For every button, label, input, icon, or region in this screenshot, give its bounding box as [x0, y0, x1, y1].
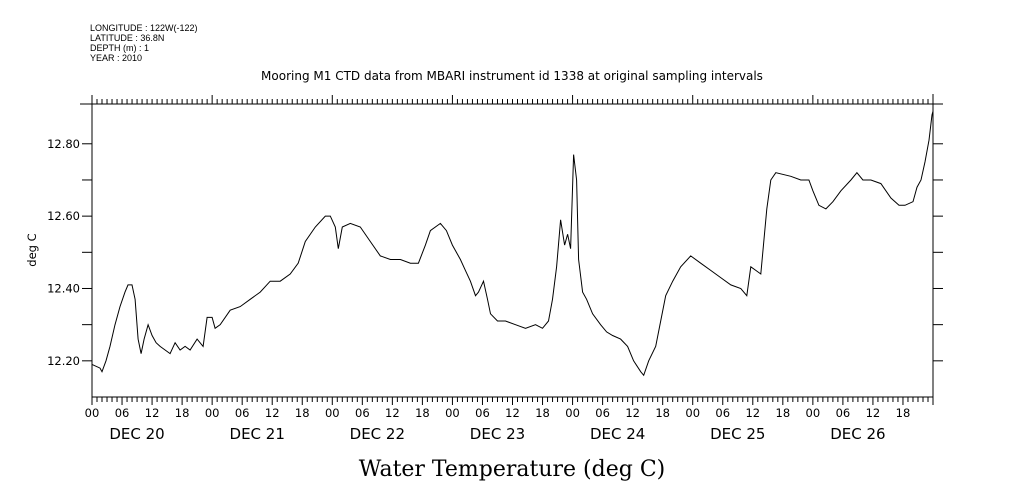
x-tick-label: 00 [806, 406, 821, 420]
x-tick-label: 18 [655, 406, 670, 420]
y-tick-label: 12.80 [47, 137, 80, 151]
x-tick-label: 00 [565, 406, 580, 420]
y-tick-label: 12.20 [47, 354, 80, 368]
day-label: DEC 26 [830, 425, 885, 443]
x-tick-label: 00 [325, 406, 340, 420]
x-tick-label: 06 [115, 406, 130, 420]
x-tick-label: 18 [776, 406, 791, 420]
x-tick-label: 00 [685, 406, 700, 420]
temperature-line [91, 111, 934, 377]
x-tick-label: 18 [535, 406, 550, 420]
x-tick-label: 12 [145, 406, 160, 420]
day-label: DEC 23 [470, 425, 525, 443]
latitude-label: LATITUDE : 36.8N [90, 33, 164, 43]
x-tick-label: 06 [475, 406, 490, 420]
x-axis-label: Water Temperature (deg C) [359, 457, 666, 482]
x-tick-label: 18 [175, 406, 190, 420]
day-label: DEC 21 [230, 425, 285, 443]
x-tick-label: 12 [866, 406, 881, 420]
x-tick-label: 06 [715, 406, 730, 420]
x-tick-label: 06 [355, 406, 370, 420]
longitude-label: LONGITUDE : 122W(-122) [90, 23, 198, 33]
x-tick-label: 18 [295, 406, 310, 420]
chart-title: Mooring M1 CTD data from MBARI instrumen… [261, 69, 763, 83]
x-tick-label: 18 [896, 406, 911, 420]
x-tick-label: 06 [595, 406, 610, 420]
x-tick-label: 12 [625, 406, 640, 420]
x-tick-label: 12 [265, 406, 280, 420]
y-axis-label: deg C [25, 233, 39, 266]
y-tick-label: 12.60 [47, 209, 80, 223]
x-tick-label: 00 [205, 406, 220, 420]
x-tick-label: 18 [415, 406, 430, 420]
x-tick-label: 00 [85, 406, 100, 420]
depth-label: DEPTH (m) : 1 [90, 43, 149, 53]
day-label: DEC 25 [710, 425, 765, 443]
x-tick-label: 06 [836, 406, 851, 420]
year-label: YEAR : 2010 [90, 53, 142, 63]
day-label: DEC 24 [590, 425, 645, 443]
x-tick-label: 12 [505, 406, 520, 420]
x-tick-label: 00 [445, 406, 460, 420]
day-label: DEC 20 [109, 425, 164, 443]
x-tick-label: 12 [385, 406, 400, 420]
x-tick-label: 12 [745, 406, 760, 420]
plot-frame [91, 103, 934, 398]
x-tick-label: 06 [235, 406, 250, 420]
day-label: DEC 22 [350, 425, 405, 443]
y-tick-label: 12.40 [47, 281, 80, 295]
